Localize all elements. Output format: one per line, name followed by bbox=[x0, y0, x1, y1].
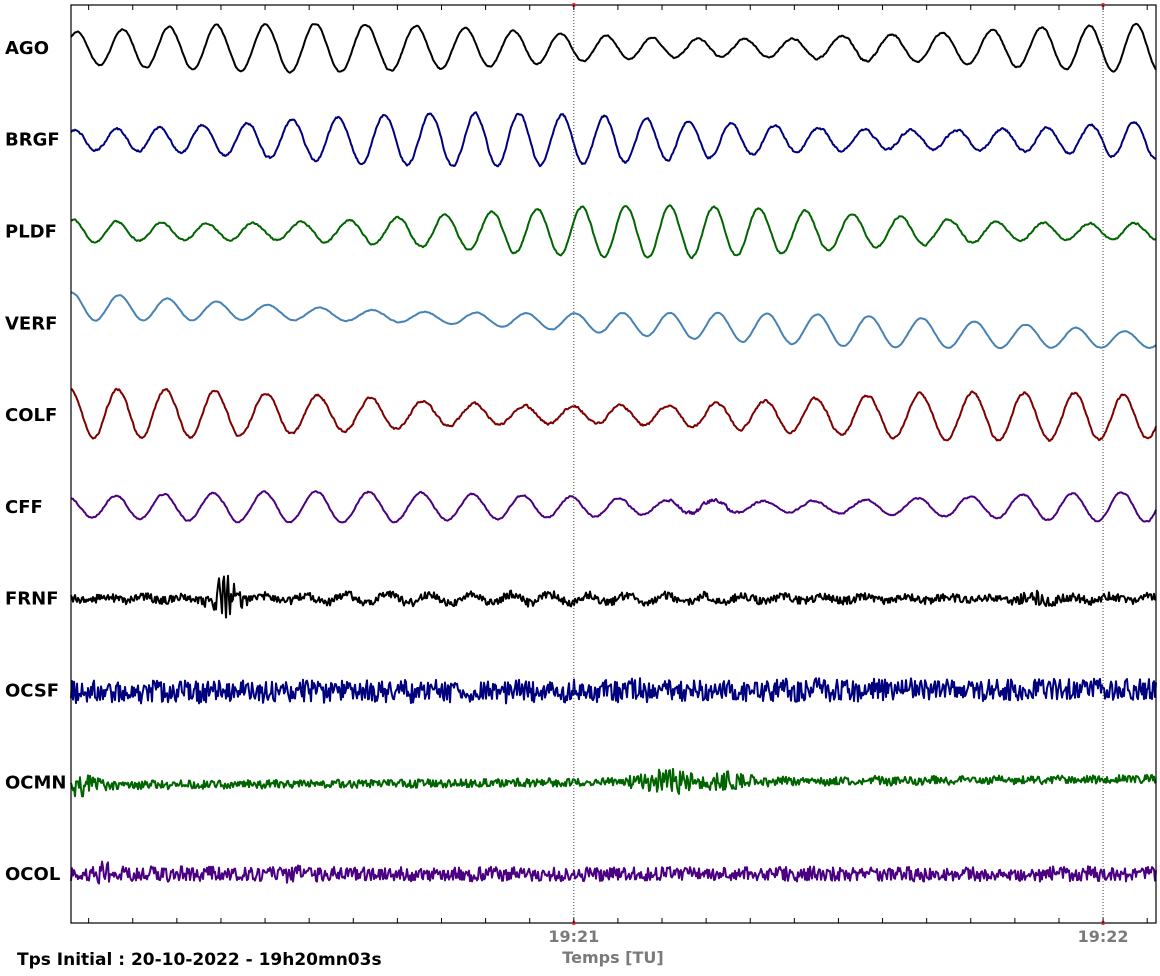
station-label-colf: COLF bbox=[5, 405, 57, 426]
initial-time-label: Tps Initial : 20-10-2022 - 19h20mn03s bbox=[17, 950, 382, 970]
axes-group bbox=[70, 3, 1157, 925]
station-labels: AGO BRGF PLDF VERF COLF CFF FRNF OCSF OCMN OCOL bbox=[5, 38, 67, 885]
trace-colf bbox=[71, 387, 1157, 442]
x-tick-label: 19:21 bbox=[548, 927, 599, 946]
station-label-pldf: PLDF bbox=[5, 222, 57, 243]
x-tick-label: 19:22 bbox=[1078, 927, 1129, 946]
station-label-ocol: OCOL bbox=[5, 864, 60, 885]
station-label-frnf: FRNF bbox=[5, 589, 59, 610]
station-label-verf: VERF bbox=[5, 313, 57, 334]
trace-brgf bbox=[70, 111, 1157, 168]
trace-verf bbox=[70, 291, 1157, 350]
station-label-ocsf: OCSF bbox=[5, 681, 59, 702]
axis-ticks: 19:21 19:22 bbox=[88, 5, 1148, 946]
trace-pldf bbox=[70, 204, 1157, 260]
trace-ago bbox=[70, 22, 1157, 74]
traces-group bbox=[70, 22, 1157, 885]
station-label-ago: AGO bbox=[5, 38, 49, 59]
station-label-brgf: BRGF bbox=[5, 130, 60, 151]
trace-ocsf bbox=[70, 677, 1157, 705]
plot-frame bbox=[70, 4, 1157, 924]
trace-frnf bbox=[70, 574, 1157, 619]
x-axis-label: Temps [TU] bbox=[562, 948, 663, 967]
trace-ocmn bbox=[70, 767, 1157, 798]
station-label-ocmn: OCMN bbox=[5, 772, 67, 793]
trace-ocol bbox=[70, 860, 1157, 885]
station-label-cff: CFF bbox=[5, 497, 43, 518]
trace-cff bbox=[70, 490, 1157, 524]
